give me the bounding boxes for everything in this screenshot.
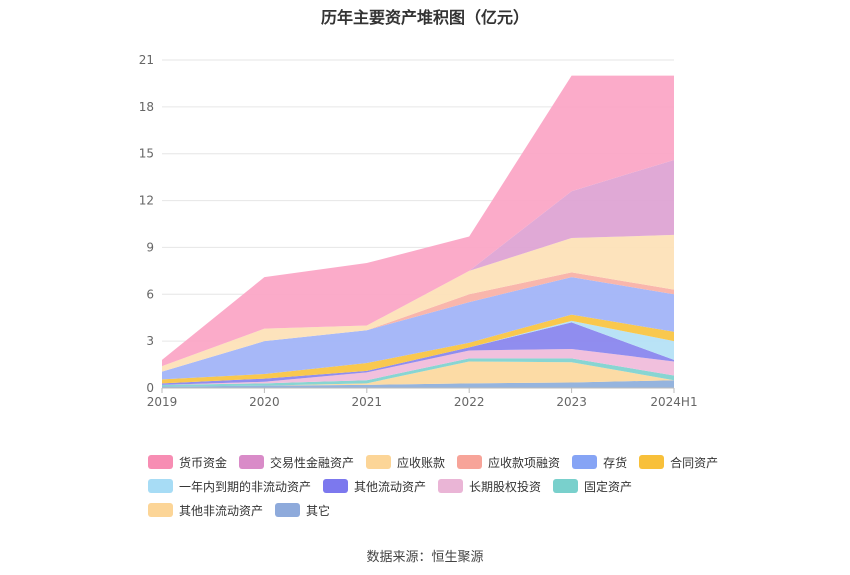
legend-swatch [457, 455, 483, 469]
legend-item[interactable]: 固定资产 [553, 478, 632, 495]
legend-label: 其它 [306, 503, 331, 518]
legend-label: 一年内到期的非流动资产 [179, 479, 312, 494]
y-tick-label: 9 [146, 240, 154, 254]
legend-item[interactable]: 存货 [572, 454, 627, 471]
legend-swatch [438, 479, 464, 493]
area-series-11 [162, 75, 674, 367]
legend-item[interactable]: 长期股权投资 [438, 478, 541, 495]
legend-swatch [275, 503, 301, 517]
legend-label: 固定资产 [584, 479, 633, 494]
legend-label: 合同资产 [670, 455, 719, 470]
stacked-area-chart: 0 3 6 9 12 15 18 21 2019 2020 2021 2022 2023 2024H1 [139, 53, 698, 409]
legend-label: 存货 [603, 455, 628, 470]
axes: 0 3 6 9 12 15 18 21 2019 2020 2021 2022 2023 2024H1 [139, 53, 698, 409]
chart-title: 历年主要资产堆积图（亿元） [320, 8, 529, 27]
y-tick-label: 3 [146, 334, 154, 348]
x-tick-label: 2020 [249, 395, 280, 409]
y-tick-label: 6 [146, 287, 154, 301]
legend-item[interactable]: 其他非流动资产 [148, 502, 263, 519]
legend-item[interactable]: 其它 [275, 502, 330, 519]
legend-item[interactable]: 合同资产 [639, 454, 718, 471]
legend-item[interactable]: 应收账款 [366, 454, 445, 471]
x-tick-label: 2023 [556, 395, 587, 409]
legend-row: 其他非流动资产 其它 [148, 498, 748, 522]
legend-item[interactable]: 交易性金融资产 [239, 454, 354, 471]
legend-label: 货币资金 [179, 455, 228, 470]
y-tick-label: 18 [139, 100, 154, 114]
area-series-9 [162, 234, 674, 372]
legend-item[interactable]: 一年内到期的非流动资产 [148, 478, 311, 495]
legend-label: 其他流动资产 [354, 479, 427, 494]
area-series-10 [162, 159, 674, 367]
legend-label: 长期股权投资 [469, 479, 542, 494]
legend-swatch [366, 455, 392, 469]
data-source: 数据来源：恒生聚源 [366, 550, 484, 565]
y-tick-label: 15 [139, 147, 154, 161]
legend-swatch [148, 455, 173, 469]
legend-label: 交易性金融资产 [270, 455, 355, 470]
legend-swatch [323, 479, 349, 493]
y-tick-label: 12 [139, 194, 154, 208]
area-series [162, 75, 674, 388]
legend: 货币资金 交易性金融资产 应收账款 应收款项融资 存货 合同资产 一年内到期的非流动资产 其他… [148, 450, 748, 522]
x-tick-label: 2024H1 [650, 395, 697, 409]
legend-swatch [572, 455, 598, 469]
y-tick-label: 21 [139, 53, 154, 67]
x-tick-label: 2022 [454, 395, 485, 409]
legend-item[interactable]: 货币资金 [148, 454, 227, 471]
x-tick-label: 2019 [147, 395, 178, 409]
area-series-4 [162, 322, 674, 385]
legend-swatch [239, 455, 265, 469]
legend-swatch [148, 503, 173, 517]
area-series-7 [162, 277, 674, 380]
legend-swatch [148, 479, 173, 493]
legend-label: 其他非流动资产 [179, 503, 264, 518]
area-series-8 [162, 272, 674, 372]
area-series-1 [162, 361, 674, 387]
legend-label: 应收款项融资 [488, 455, 561, 470]
legend-swatch [553, 479, 579, 493]
y-tick-label: 0 [146, 381, 154, 395]
x-tick-label: 2021 [352, 395, 383, 409]
area-series-3 [162, 348, 674, 385]
legend-item[interactable]: 其他流动资产 [323, 478, 426, 495]
legend-row: 货币资金 交易性金融资产 应收账款 应收款项融资 存货 合同资产 [148, 450, 748, 474]
legend-label: 应收账款 [397, 455, 446, 470]
legend-swatch [639, 455, 665, 469]
legend-row: 一年内到期的非流动资产 其他流动资产 长期股权投资 固定资产 [148, 474, 748, 498]
legend-item[interactable]: 应收款项融资 [457, 454, 560, 471]
